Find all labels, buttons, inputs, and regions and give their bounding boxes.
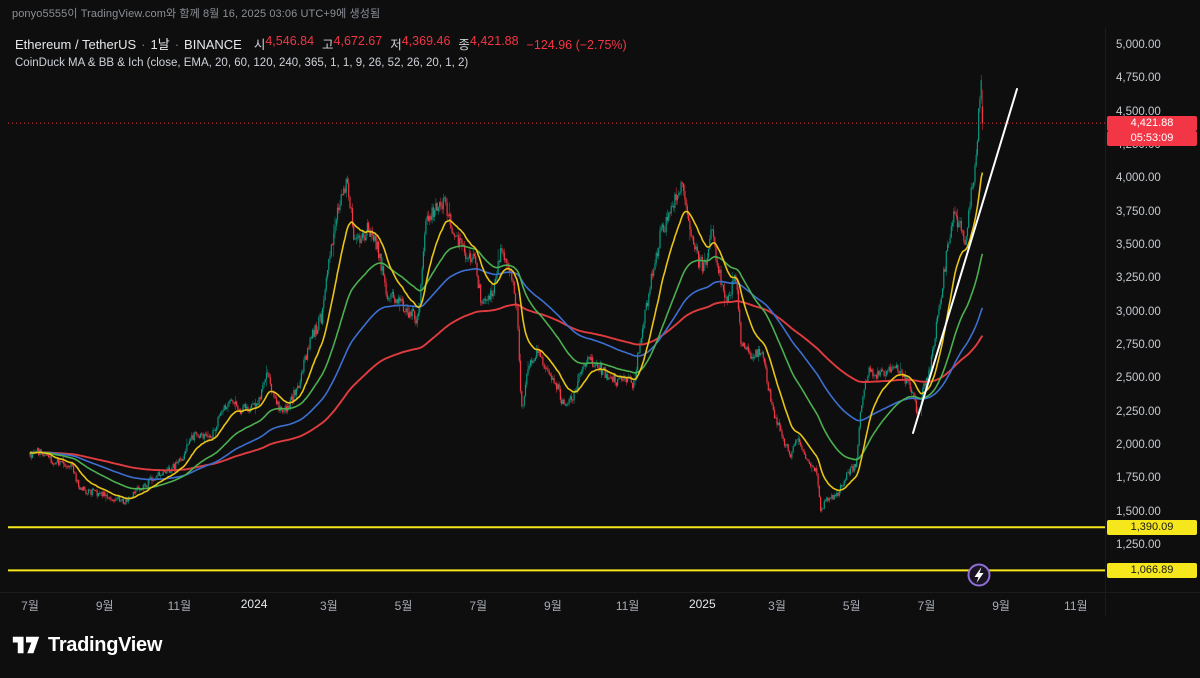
ohlc-pair: 저 4,369.46 — [390, 34, 450, 53]
time-axis-label: 7월 — [917, 599, 936, 613]
price-axis-label: 2,000.00 — [1116, 438, 1161, 451]
ohlc-pair: 시 4,546.84 — [254, 34, 314, 53]
ohlc-pair: 고 4,672.67 — [322, 34, 382, 53]
time-axis-label: 9월 — [992, 599, 1010, 613]
ohlc-value: 4,672.67 — [333, 34, 383, 48]
change-value: −124.96 (−2.75%) — [526, 38, 627, 52]
ohlc-label: 고 — [322, 38, 334, 52]
ema-240-line — [30, 300, 984, 472]
time-axis-label: 5월 — [394, 599, 413, 613]
time-axis-label: 2025 — [688, 597, 716, 611]
time-axis-label: 3월 — [319, 599, 338, 613]
price-axis-label: 4,500.00 — [1116, 105, 1161, 118]
ohlc-value: 4,546.84 — [265, 34, 315, 48]
price-axis-label: 3,250.00 — [1116, 272, 1161, 285]
ema-120-line — [29, 268, 984, 481]
price-axis-label: 4,250.00 — [1116, 138, 1161, 151]
price-axis-label: 2,750.00 — [1116, 338, 1161, 351]
price-axis-label: 2,250.00 — [1116, 405, 1161, 418]
ema-60-line — [29, 245, 984, 490]
time-axis[interactable]: 7월 9월 11월 2024 3월 5월 7월 9월 11월 2025 3월 5월 7월 9월 11월 — [0, 592, 1200, 618]
time-axis-label: 11월 — [167, 599, 192, 613]
tradingview-logo-icon — [12, 636, 40, 654]
time-axis-label: 3월 — [768, 599, 786, 613]
interval-label[interactable]: 1날 — [150, 37, 170, 52]
price-axis-label: 1,500.00 — [1116, 505, 1161, 518]
attribution-text: ponyo5555이 TradingView.com와 함께 8월 16, 20… — [12, 8, 381, 20]
price-axis-label: 1,250.00 — [1116, 538, 1161, 551]
tradingview-logo[interactable]: TradingView — [12, 633, 162, 657]
ohlc-value: 4,421.88 — [469, 34, 519, 48]
time-axis-label: 7월 — [21, 599, 39, 613]
price-axis-label: 3,750.00 — [1116, 205, 1161, 218]
event-marker[interactable] — [967, 563, 991, 587]
ohlc-value: 4,369.46 — [401, 34, 451, 48]
symbol-row: Ethereum / TetherUS · 1날 · BINANCE 시 4,54… — [15, 34, 627, 53]
ohlc-label: 시 — [253, 38, 266, 52]
price-axis-label: 4,750.00 — [1116, 72, 1161, 85]
price-axis-label: 1,750.00 — [1116, 472, 1161, 485]
down-candle-bodies — [30, 106, 983, 511]
ema-20-line — [29, 172, 984, 500]
down-candle-wicks — [30, 89, 983, 513]
ohlc-values: 시 4,546.84 고 4,672.67 저 4,369.46 종 4,421.88 — [254, 34, 519, 53]
lightning-icon — [974, 567, 984, 583]
time-axis-label: 5월 — [842, 599, 861, 613]
chart-legend: Ethereum / TetherUS · 1날 · BINANCE 시 4,54… — [15, 34, 627, 69]
time-axis-label: 9월 — [95, 599, 114, 613]
ohlc-label: 저 — [390, 38, 402, 52]
price-axis-label: 4,000.00 — [1116, 172, 1161, 185]
price-axis-label: 5,000.00 — [1116, 39, 1161, 51]
candlestick-layer — [29, 75, 983, 513]
tradingview-logo-text: TradingView — [48, 633, 163, 656]
separator-dot: · — [174, 37, 180, 52]
price-axis-label: 3,500.00 — [1116, 238, 1161, 251]
ohlc-label: 종 — [458, 38, 470, 52]
up-candle-wicks — [29, 75, 982, 513]
indicator-legend[interactable]: CoinDuck MA & BB & Ich (close, EMA, 20, … — [15, 57, 469, 69]
price-axis[interactable]: 5,000.00 4,750.00 4,500.00 4,250.00 4,000.00… — [1105, 0, 1200, 678]
price-axis-label: 2,500.00 — [1116, 372, 1161, 385]
time-axis-label: 7월 — [469, 599, 488, 613]
trend-line[interactable] — [912, 88, 1018, 434]
time-axis-label: 2024 — [240, 597, 268, 611]
time-axis-label: 9월 — [544, 599, 562, 613]
time-axis-label: 11월 — [1064, 599, 1088, 613]
up-candle-bodies — [29, 80, 982, 511]
separator-dot: · — [141, 37, 146, 52]
time-axis-label: 11월 — [615, 599, 640, 613]
exchange-label[interactable]: BINANCE — [184, 37, 242, 52]
ohlc-pair: 종 4,421.88 — [458, 34, 518, 53]
symbol-title[interactable]: Ethereum / TetherUS — [15, 37, 137, 52]
price-axis-label: 3,000.00 — [1116, 305, 1161, 318]
